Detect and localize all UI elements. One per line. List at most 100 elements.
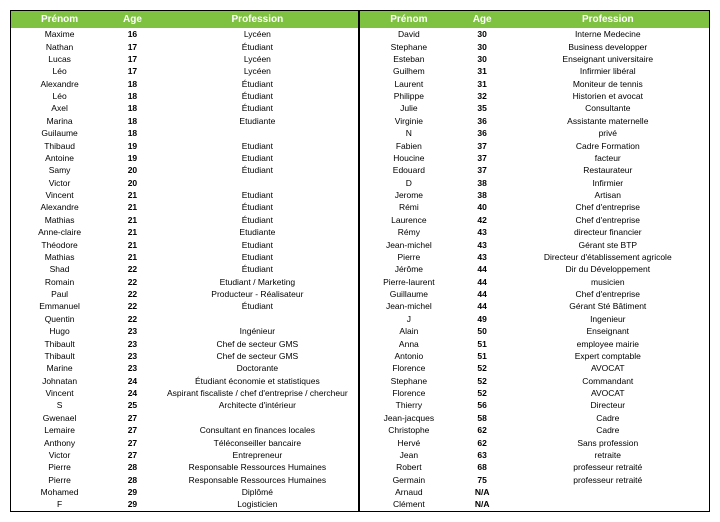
table-row: Houcine37facteur [360, 152, 709, 164]
cell-profession: Chef d'entreprise [507, 214, 709, 226]
right-table: Prénom Age Profession David30Interne Med… [360, 11, 709, 511]
cell-age: 35 [458, 102, 507, 114]
table-row: Esteban30Enseignant universitaire [360, 53, 709, 65]
table-row: Alain50Enseignant [360, 325, 709, 337]
table-row: Laurence42Chef d'entreprise [360, 214, 709, 226]
cell-profession: Producteur - Réalisateur [157, 288, 358, 300]
cell-age: 63 [458, 449, 507, 461]
cell-prenom: Quentin [11, 313, 108, 325]
cell-prenom: Christophe [360, 424, 458, 436]
cell-prenom: Mohamed [11, 486, 108, 498]
cell-age: 21 [108, 214, 157, 226]
cell-prenom: Hugo [11, 325, 108, 337]
cell-age: 21 [108, 251, 157, 263]
cell-age: 29 [108, 486, 157, 498]
cell-prenom: Mathias [11, 214, 108, 226]
cell-profession: Infirmier libéral [507, 65, 709, 77]
cell-profession: AVOCAT [507, 362, 709, 374]
cell-prenom: Pierre [360, 251, 458, 263]
table-row: Léo17Lycéen [11, 65, 358, 77]
header-row: Prénom Age Profession [11, 11, 358, 28]
cell-profession [157, 177, 358, 189]
table-row: Paul22Producteur - Réalisateur [11, 288, 358, 300]
cell-profession: Ingenieur [507, 313, 709, 325]
cell-age: 44 [458, 300, 507, 312]
cell-age: 27 [108, 424, 157, 436]
cell-age: 23 [108, 362, 157, 374]
cell-profession: Etudiant [157, 139, 358, 151]
cell-age: 18 [108, 115, 157, 127]
cell-prenom: Guillaume [360, 288, 458, 300]
table-row: Stephane30Business developper [360, 40, 709, 52]
cell-age: 51 [458, 337, 507, 349]
table-row: Thibaud19Etudiant [11, 139, 358, 151]
cell-prenom: Julie [360, 102, 458, 114]
cell-age: 27 [108, 412, 157, 424]
cell-profession: Directeur [507, 399, 709, 411]
cell-prenom: Antonio [360, 350, 458, 362]
cell-profession: Gérant ste BTP [507, 238, 709, 250]
cell-profession: Étudiant [157, 164, 358, 176]
cell-age: 17 [108, 65, 157, 77]
cell-age: 36 [458, 115, 507, 127]
cell-profession: Étudiant [157, 263, 358, 275]
cell-age: 22 [108, 263, 157, 275]
cell-prenom: Marine [11, 362, 108, 374]
cell-prenom: Léo [11, 90, 108, 102]
cell-prenom: Hervé [360, 436, 458, 448]
cell-profession: Dir du Développement [507, 263, 709, 275]
cell-age: 37 [458, 139, 507, 151]
cell-age: 22 [108, 300, 157, 312]
col-profession: Profession [157, 11, 358, 28]
cell-profession: Responsable Ressources Humaines [157, 474, 358, 486]
cell-profession: Etudiante [157, 226, 358, 238]
cell-prenom: Samy [11, 164, 108, 176]
cell-profession: Expert comptable [507, 350, 709, 362]
cell-profession: Doctorante [157, 362, 358, 374]
cell-prenom: Stephane [360, 375, 458, 387]
cell-age: 52 [458, 362, 507, 374]
cell-profession: Lycéen [157, 28, 358, 40]
cell-profession: Étudiant [157, 40, 358, 52]
table-row: Romain22Etudiant / Marketing [11, 276, 358, 288]
table-row: Pierre28Responsable Ressources Humaines [11, 461, 358, 473]
cell-profession: Infirmier [507, 177, 709, 189]
cell-age: 42 [458, 214, 507, 226]
col-age: Age [108, 11, 157, 28]
cell-profession: Consultant en finances locales [157, 424, 358, 436]
table-row: Christophe62Cadre [360, 424, 709, 436]
table-row: Rémy43directeur financier [360, 226, 709, 238]
cell-profession: Etudiant [157, 152, 358, 164]
cell-prenom: Gwenael [11, 412, 108, 424]
table-row: Quentin22 [11, 313, 358, 325]
cell-prenom: Stephane [360, 40, 458, 52]
cell-prenom: Nathan [11, 40, 108, 52]
cell-prenom: Marina [11, 115, 108, 127]
cell-age: 23 [108, 350, 157, 362]
cell-profession: Ingénieur [157, 325, 358, 337]
cell-prenom: Antoine [11, 152, 108, 164]
cell-profession: Cadre Formation [507, 139, 709, 151]
table-row: Johnatan24Étudiant économie et statistiq… [11, 375, 358, 387]
table-left-half: Prénom Age Profession Maxime16LycéenNath… [11, 11, 360, 511]
cell-prenom: Alain [360, 325, 458, 337]
table-row: Germain75professeur retraité [360, 474, 709, 486]
table-row: Victor20 [11, 177, 358, 189]
cell-prenom: Virginie [360, 115, 458, 127]
cell-age: 62 [458, 436, 507, 448]
table-row: Mohamed29Diplômé [11, 486, 358, 498]
table-row: Victor27Entrepreneur [11, 449, 358, 461]
table-row: Jean63retraite [360, 449, 709, 461]
cell-age: 32 [458, 90, 507, 102]
cell-profession: Lycéen [157, 65, 358, 77]
cell-profession: Historien et avocat [507, 90, 709, 102]
cell-prenom: Rémy [360, 226, 458, 238]
table-row: Léo18Étudiant [11, 90, 358, 102]
table-row: Virginie36Assistante maternelle [360, 115, 709, 127]
cell-age: 37 [458, 152, 507, 164]
cell-profession: Diplômé [157, 486, 358, 498]
table-right-half: Prénom Age Profession David30Interne Med… [360, 11, 709, 511]
cell-profession: Artisan [507, 189, 709, 201]
cell-prenom: Jean-michel [360, 238, 458, 250]
cell-prenom: Guilhem [360, 65, 458, 77]
